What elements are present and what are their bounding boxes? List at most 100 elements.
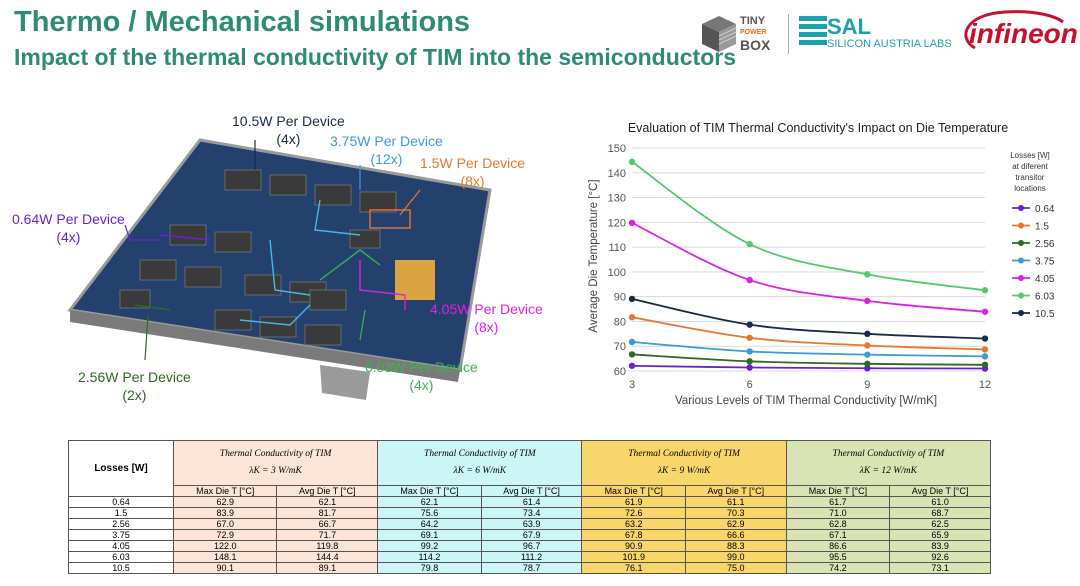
tiny-power-box-logo: TINY POWER BOX [700,14,785,60]
callout-6-03w: 6.03W Per Device (4x) [365,358,478,394]
callout-3-75w: 3.75W Per Device (12x) [330,132,443,168]
callout-count: (8x) [460,173,485,189]
data-point-10.5 [864,330,871,338]
group-header-9: Thermal Conductivity of TIM λK = 9 W/mK [581,440,787,486]
avg-die-temp-cell: 88.3 [684,540,787,552]
max-die-temp-cell: 114.2 [377,551,482,563]
group-header-6: Thermal Conductivity of TIM λK = 6 W/mK [377,440,583,486]
pcb-board-image [67,138,492,400]
avg-die-temp-cell: 96.7 [480,540,583,552]
group-lambda: λK = 3 W/mK [249,466,302,476]
table-row: 6.03 148.1 144.4 114.2 111.2 101.9 99.0 95.5 92.… [68,551,991,563]
callout-10-5w: 10.5W Per Device (4x) [232,112,345,148]
legend-label: 3.75 [1035,257,1055,268]
logo-text-power: POWER [740,29,767,36]
legend-title-line: at diferent [1012,162,1048,171]
data-point-2.56 [981,361,989,369]
series-line-1.5 [631,316,986,351]
avg-die-temp-cell: 68.7 [889,507,991,519]
group-lambda: λK = 9 W/mK [657,466,711,476]
sub-header-avg: Avg Die T [°C] [276,485,379,497]
max-die-temp-cell: 62.9 [172,496,278,508]
data-point-6.03 [628,158,636,166]
data-point-10.5 [981,335,989,342]
series-line-10.5 [631,298,986,340]
avg-die-temp-cell: 63.9 [480,518,583,530]
max-die-temp-cell: 122.0 [172,540,278,552]
data-point-1.5 [981,346,989,353]
data-point-10.5 [628,295,636,303]
max-die-temp-cell: 76.1 [581,562,686,574]
chart-title: Evaluation of TIM Thermal Conductivity's… [628,121,1008,135]
x-tick-label: 9 [864,379,870,391]
logo-text-tiny: TINY [740,15,766,27]
max-die-temp-cell: 101.9 [581,551,686,563]
y-tick-label: 80 [614,316,626,328]
loss-cell: 6.03 [68,551,174,563]
logo-text-box: BOX [740,37,771,53]
max-die-temp-cell: 95.5 [785,551,891,563]
chart-x-axis-label: Various Levels of TIM Thermal Conductivi… [675,395,937,407]
infineon-swoosh-icon [964,10,1064,50]
max-die-temp-cell: 75.6 [377,507,482,519]
data-point-3.75 [864,351,871,358]
avg-die-temp-cell: 92.6 [889,551,991,563]
max-die-temp-cell: 99.2 [377,540,482,552]
data-point-0.64 [746,364,753,371]
loss-cell: 10.5 [68,562,174,574]
legend-swatch-marker [1018,205,1024,211]
data-point-0.64 [628,362,636,369]
sub-header-avg: Avg Die T [°C] [480,485,583,497]
legend-label: 4.05 [1035,274,1055,285]
loss-cell: 1.5 [68,507,174,519]
sub-header-max: Max Die T [°C] [377,485,482,497]
data-point-10.5 [746,321,753,328]
chart-y-axis-label: Average Die Temperature [°C] [588,179,600,332]
x-tick-label: 12 [979,379,991,391]
avg-die-temp-cell: 66.7 [276,518,379,530]
group-title: Thermal Conductivity of TIM [424,449,536,459]
table-row: 0.64 62.9 62.1 62.1 61.4 61.9 61.1 61.7 61.0 [68,496,991,508]
data-point-6.03 [981,287,989,294]
max-die-temp-cell: 61.7 [785,496,891,508]
loss-cell: 0.64 [68,496,174,508]
avg-die-temp-cell: 65.9 [889,529,991,541]
legend-swatch-marker [1018,275,1024,281]
callout-label: 1.5W Per Device [420,155,526,171]
series-line-4.05 [631,222,986,313]
avg-die-temp-cell: 83.9 [889,540,991,552]
loss-cell: 3.75 [68,529,174,541]
data-point-1.5 [864,342,871,349]
callout-2-56w: 2.56W Per Device (2x) [78,368,191,404]
avg-die-temp-cell: 99.0 [684,551,787,563]
cube-icon [702,16,737,52]
max-die-temp-cell: 86.6 [785,540,891,552]
data-point-4.05 [628,219,636,227]
callout-count: (2x) [122,387,147,403]
max-die-temp-cell: 72.6 [581,507,686,519]
legend-label: 6.03 [1035,292,1055,303]
avg-die-temp-cell: 62.1 [276,496,379,508]
pcb-illustration: 10.5W Per Device (4x) 3.75W Per Device (… [12,110,560,403]
max-die-temp-cell: 67.1 [785,529,891,541]
group-header-12: Thermal Conductivity of TIM λK = 12 W/mK [785,440,992,486]
x-tick-label: 6 [747,379,753,391]
sub-header-avg: Avg Die T [°C] [889,485,991,497]
sal-mark-icon [799,16,827,45]
legend-swatch-marker [1018,257,1024,264]
table-row: 3.75 72.9 71.7 69.1 67.9 67.8 66.6 67.1 65.9 [68,529,991,541]
data-point-3.75 [981,353,989,360]
max-die-temp-cell: 64.2 [377,518,482,530]
infineon-logo: infineon [955,8,1078,60]
data-point-4.05 [864,297,871,305]
legend-title-line: transitor [1016,173,1045,182]
data-point-6.03 [864,271,871,278]
table-row: 10.5 90.1 89.1 79.8 78.7 76.1 75.0 74.2 73.1 [68,562,991,574]
legend-title-line: locations [1014,184,1046,193]
max-die-temp-cell: 90.1 [172,562,278,574]
group-title: Thermal Conductivity of TIM [628,449,740,459]
data-point-1.5 [628,314,636,321]
max-die-temp-cell: 83.9 [172,507,278,519]
y-tick-label: 60 [614,366,626,378]
avg-die-temp-cell: 89.1 [276,562,379,574]
